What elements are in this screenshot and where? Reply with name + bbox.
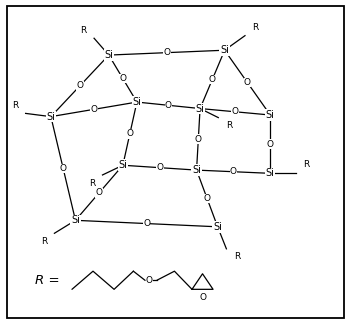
Text: O: O xyxy=(77,81,83,90)
Text: Si: Si xyxy=(118,160,127,170)
Text: O: O xyxy=(91,105,97,114)
Text: O: O xyxy=(195,135,202,144)
Text: O: O xyxy=(126,129,133,138)
Text: Si: Si xyxy=(266,110,275,120)
Text: R: R xyxy=(252,23,259,32)
Text: Si: Si xyxy=(46,112,55,122)
Text: Si: Si xyxy=(132,97,141,107)
Text: O: O xyxy=(146,276,153,285)
Text: O: O xyxy=(143,219,150,228)
Text: O: O xyxy=(163,48,170,57)
Text: O: O xyxy=(230,167,237,176)
Text: O: O xyxy=(165,101,172,110)
Text: R: R xyxy=(226,121,232,130)
Text: R: R xyxy=(41,237,47,246)
Text: Si: Si xyxy=(266,168,275,178)
Text: Si: Si xyxy=(104,50,113,60)
Text: Si: Si xyxy=(220,45,229,55)
Text: R: R xyxy=(234,252,240,261)
Text: O: O xyxy=(199,293,206,302)
Text: O: O xyxy=(209,75,216,84)
Text: O: O xyxy=(232,107,239,116)
Text: R: R xyxy=(303,160,309,169)
Text: Si: Si xyxy=(192,165,201,175)
Text: O: O xyxy=(60,164,67,173)
Text: R: R xyxy=(12,101,18,110)
Text: R: R xyxy=(80,26,87,35)
Text: O: O xyxy=(156,163,163,172)
Text: O: O xyxy=(96,188,102,197)
Text: O: O xyxy=(119,74,126,83)
Text: O: O xyxy=(204,194,211,203)
Text: O: O xyxy=(244,78,251,87)
Text: Si: Si xyxy=(71,215,80,225)
Text: O: O xyxy=(267,140,274,149)
Text: Si: Si xyxy=(213,222,222,232)
Text: Si: Si xyxy=(196,104,205,113)
Text: R: R xyxy=(89,179,95,188)
Text: R =: R = xyxy=(35,274,60,287)
